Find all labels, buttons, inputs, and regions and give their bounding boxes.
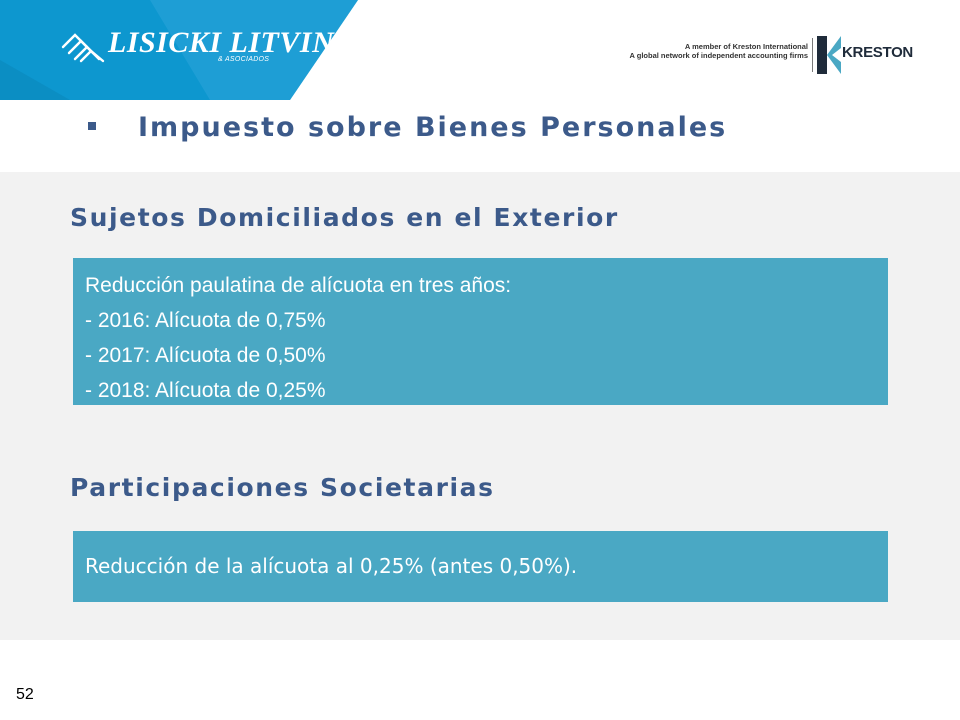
info-line: - 2016: Alícuota de 0,75%: [85, 309, 326, 332]
section-heading-participaciones: Participaciones Societarias: [70, 473, 495, 502]
slide-title-text: Impuesto sobre Bienes Personales: [138, 112, 728, 143]
info-line: - 2018: Alícuota de 0,25%: [85, 379, 326, 402]
info-box-participaciones: Reducción de la alícuota al 0,25% (antes…: [73, 531, 888, 602]
firm-logo-text: LISICKI LITVIN: [108, 26, 335, 59]
slide-title: Impuesto sobre Bienes Personales: [88, 112, 727, 143]
kreston-k-icon: [817, 36, 841, 74]
kreston-member-line2: A global network of independent accounti…: [629, 51, 808, 60]
section-heading-sujetos-exterior: Sujetos Domiciliados en el Exterior: [70, 203, 619, 232]
header-logo-band: LISICKI LITVIN & ASOCIADOS A member of K…: [0, 0, 960, 100]
info-line: Reducción paulatina de alícuota en tres …: [85, 274, 512, 297]
kreston-member-caption: A member of Kreston International A glob…: [630, 42, 808, 60]
square-bullet-icon: [88, 121, 96, 130]
handshake-logo-icon: [61, 33, 105, 63]
info-line: Reducción de la alícuota al 0,25% (antes…: [85, 554, 578, 578]
brand-band-shape: [0, 0, 358, 100]
info-line: - 2017: Alícuota de 0,50%: [85, 344, 326, 367]
kreston-logo-text: KRESTON: [842, 44, 913, 61]
page-number: 52: [16, 686, 34, 703]
info-box-sujetos-exterior: Reducción paulatina de alícuota en tres …: [73, 258, 888, 405]
firm-logo-subtitle: & ASOCIADOS: [218, 56, 270, 63]
kreston-divider: [812, 38, 813, 72]
kreston-member-line1: A member of Kreston International: [684, 42, 808, 51]
